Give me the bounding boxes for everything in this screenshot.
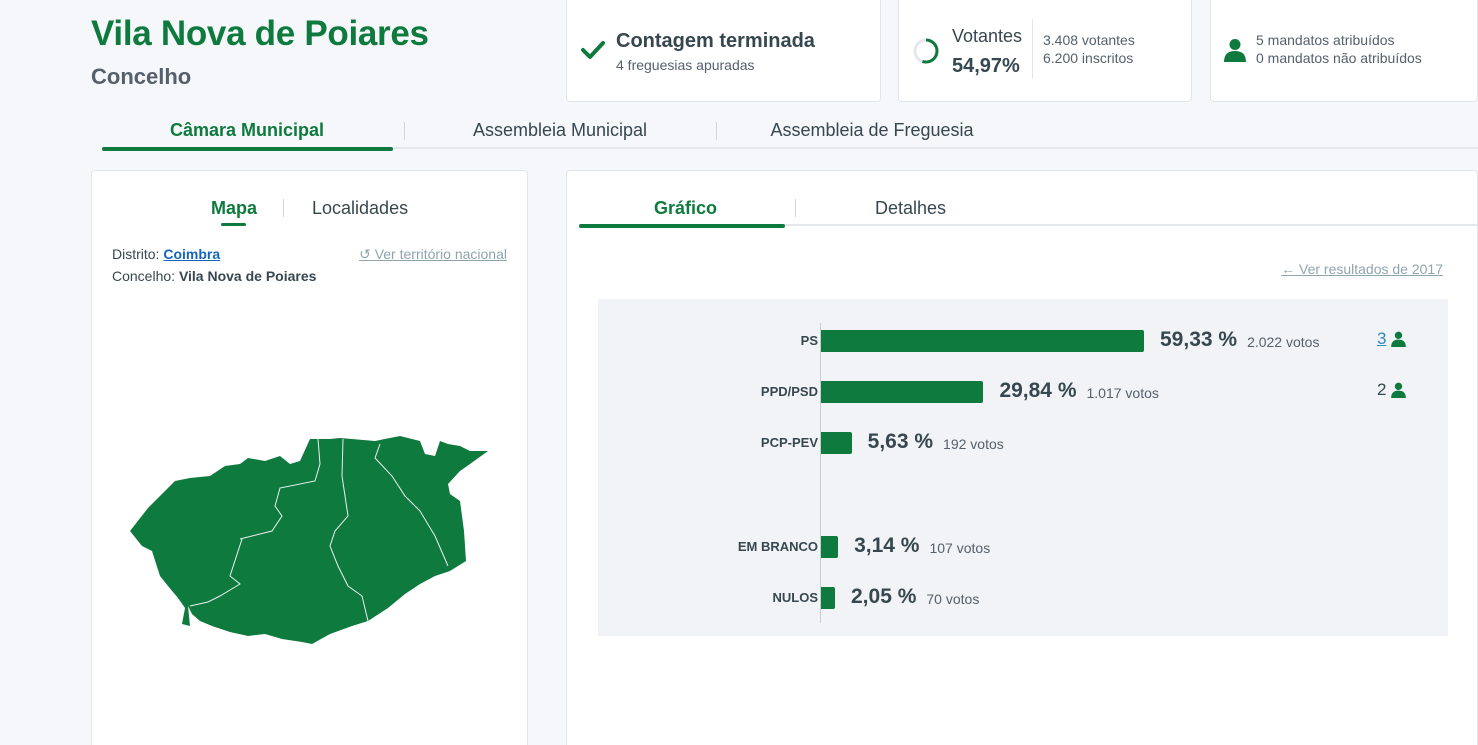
- election-body-tabs: Câmara Municipal Assembleia Municipal As…: [91, 108, 1478, 152]
- tab-grafico[interactable]: Gráfico: [654, 198, 718, 218]
- chart-axis: [820, 323, 821, 623]
- registered-count: 6.200 inscritos: [1043, 50, 1134, 66]
- map-region[interactable]: [130, 436, 488, 644]
- distrito-label: Distrito:: [112, 246, 160, 262]
- voters-count: 3.408 votantes: [1043, 32, 1135, 48]
- bar-votes-label: 2.022 votos: [1247, 334, 1320, 350]
- municipality-map[interactable]: [130, 436, 490, 651]
- active-subtab-indicator: [579, 224, 785, 228]
- seat-count-value[interactable]: 3: [1377, 329, 1387, 348]
- municipality-subtitle: Concelho: [91, 64, 192, 89]
- tab-separator: [716, 122, 717, 140]
- concelho-row: Concelho: Vila Nova de Poiares: [112, 268, 316, 284]
- tab-detalhes[interactable]: Detalhes: [875, 198, 947, 218]
- concelho-value: Vila Nova de Poiares: [178, 268, 317, 284]
- distrito-row: Distrito: Coimbra: [112, 246, 220, 262]
- bar-label: PS: [800, 333, 818, 348]
- tab-separator: [283, 199, 284, 217]
- turnout-ring-icon: [913, 38, 939, 64]
- bar: [821, 536, 839, 558]
- mandates-unassigned: 0 mandatos não atribuídos: [1256, 50, 1422, 66]
- bar-percent-label: 59,33 %: [1160, 328, 1238, 351]
- person-icon: [1391, 331, 1407, 347]
- ver-resultados-2017-link[interactable]: ← Ver resultados de 2017: [1281, 261, 1443, 277]
- tab-assembleia-municipal[interactable]: Assembleia Municipal: [472, 120, 648, 140]
- seat-count: 2: [1377, 380, 1407, 400]
- turnout-percent: 54,97%: [952, 55, 1020, 77]
- bar: [821, 330, 1144, 352]
- distrito-link[interactable]: Coimbra: [163, 246, 221, 262]
- tab-mapa[interactable]: Mapa: [211, 198, 258, 218]
- bar-label: NULOS: [772, 590, 819, 605]
- tab-separator: [404, 122, 405, 140]
- bar-label: EM BRANCO: [737, 539, 818, 554]
- person-icon: [1391, 382, 1407, 398]
- turnout-label: Votantes: [952, 26, 1023, 46]
- count-status-title: Contagem terminada: [616, 30, 815, 52]
- ver-territorio-nacional-link[interactable]: ↺ Ver território nacional: [359, 246, 507, 263]
- tabs-baseline: [101, 147, 1478, 149]
- mandates-assigned: 5 mandatos atribuídos: [1256, 32, 1395, 48]
- bar-percent-label: 5,63 %: [867, 430, 934, 453]
- check-icon: [581, 41, 605, 59]
- results-panel: Gráfico Detalhes ← Ver resultados de 201…: [566, 170, 1478, 745]
- ver-resultados-label: Ver resultados de 2017: [1299, 261, 1443, 277]
- bar-percent-label: 29,84 %: [999, 379, 1077, 402]
- person-icon: [1224, 39, 1246, 62]
- bar-votes-label: 1.017 votos: [1086, 385, 1159, 401]
- bar-label: PPD/PSD: [760, 384, 818, 399]
- tab-assembleia-freguesia[interactable]: Assembleia de Freguesia: [770, 120, 974, 140]
- tabs-baseline: [579, 224, 1477, 226]
- undo-icon: ↺: [359, 246, 371, 262]
- bar-label: PCP-PEV: [760, 435, 818, 450]
- municipality-title: Vila Nova de Poiares: [91, 14, 429, 53]
- results-bar-chart: PS 59,33 % 2.022 votos 3 PPD/PSD 29,84 % 1.017…: [598, 299, 1448, 636]
- bar-votes-label: 192 votos: [943, 436, 1004, 452]
- turnout-card: Votantes 54,97% 3.408 votantes 6.200 ins…: [898, 0, 1192, 102]
- ver-territorio-label: Ver território nacional: [374, 246, 507, 262]
- bar: [821, 381, 984, 403]
- bar-percent-label: 3,14 %: [854, 534, 920, 557]
- tab-camara-municipal[interactable]: Câmara Municipal: [169, 120, 325, 140]
- bar-percent-label: 2,05 %: [851, 585, 917, 608]
- mandates-card: 5 mandatos atribuídos 0 mandatos não atr…: [1210, 0, 1478, 102]
- arrow-left-icon: ←: [1281, 261, 1296, 277]
- count-status-subtitle: 4 freguesias apuradas: [616, 57, 755, 73]
- tab-localidades[interactable]: Localidades: [312, 198, 409, 218]
- bar: [821, 432, 852, 454]
- bar-votes-label: 70 votos: [926, 591, 980, 607]
- map-panel: Mapa Localidades Distrito: Coimbra Conce…: [91, 170, 528, 745]
- seat-count-value: 2: [1377, 380, 1387, 399]
- active-tab-indicator: [102, 147, 393, 151]
- bar: [821, 587, 835, 609]
- divider: [1032, 19, 1033, 79]
- concelho-label: Concelho:: [112, 268, 176, 284]
- count-status-card: Contagem terminada 4 freguesias apuradas: [566, 0, 881, 102]
- active-subtab-indicator: [221, 223, 246, 226]
- bar-votes-label: 107 votos: [929, 540, 991, 556]
- tab-separator: [795, 199, 796, 217]
- seat-count[interactable]: 3: [1377, 329, 1407, 349]
